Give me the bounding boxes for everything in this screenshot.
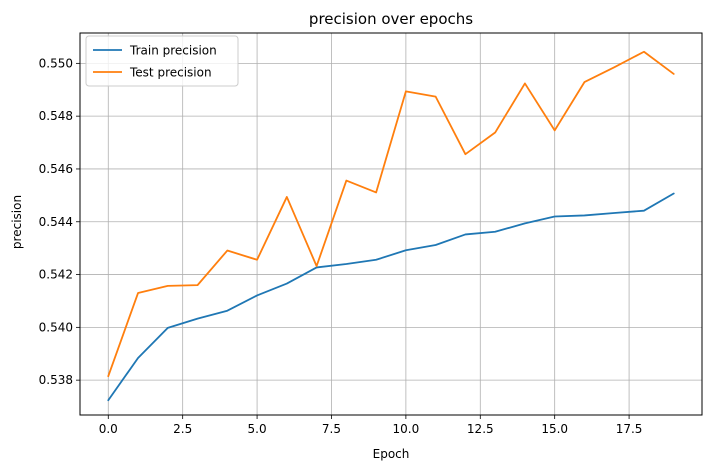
- series-line-test-precision: [107, 50, 675, 378]
- y-tick-label: 0.540: [39, 320, 73, 334]
- legend: Train precision Test precision: [85, 35, 239, 87]
- x-tick-label: 17.5: [616, 422, 643, 436]
- y-axis: 0.538 0.540 0.542 0.544 0.546 0.548 0.550: [39, 56, 80, 387]
- x-tick-label: 0.0: [99, 422, 118, 436]
- series-layer: [107, 50, 675, 402]
- plot-frame: [79, 32, 703, 416]
- legend-label-test: Test precision: [129, 66, 212, 80]
- x-tick-label: 7.5: [322, 422, 341, 436]
- x-axis-label: Epoch: [373, 447, 410, 461]
- x-tick-label: 10.0: [393, 422, 420, 436]
- chart-title: precision over epochs: [309, 10, 473, 28]
- plot-area: 0.0 2.5 5.0 7.5 10.0 12.5 15.0 17.5 0.5380.5400…: [39, 32, 703, 436]
- grid: [80, 33, 702, 415]
- x-tick-label: 15.0: [541, 422, 568, 436]
- legend-label-train: Train precision: [129, 44, 217, 58]
- y-tick-label: 0.544: [39, 215, 73, 229]
- x-tick-label: 2.5: [173, 422, 192, 436]
- y-tick-label: 0.548: [39, 109, 73, 123]
- x-tick-label: 5.0: [248, 422, 267, 436]
- series-line-train-precision: [107, 192, 675, 402]
- y-tick-label: 0.546: [39, 162, 73, 176]
- x-axis: 0.0 2.5 5.0 7.5 10.0 12.5 15.0 17.5: [99, 415, 643, 436]
- x-tick-label: 12.5: [467, 422, 494, 436]
- y-tick-label: 0.542: [39, 268, 73, 282]
- legend-box: [85, 35, 239, 87]
- y-axis-label: precision: [10, 195, 24, 249]
- y-tick-label: 0.538: [39, 373, 73, 387]
- y-tick-label: 0.550: [39, 56, 73, 70]
- plot-background: [80, 33, 702, 415]
